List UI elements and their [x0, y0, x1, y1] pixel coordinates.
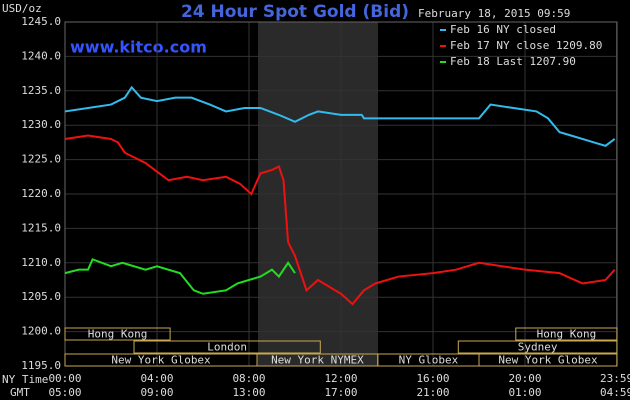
- y-tick-label: 1200.0: [21, 325, 61, 338]
- y-tick-label: 1210.0: [21, 256, 61, 269]
- y-tick-label: 1195.0: [21, 359, 61, 372]
- legend-label: Feb 17 NY close 1209.80: [450, 39, 602, 52]
- y-tick-label: 1220.0: [21, 187, 61, 200]
- x-row-label: GMT: [10, 386, 30, 399]
- legend-label: Feb 18 Last 1207.90: [450, 55, 576, 68]
- y-tick-label: 1215.0: [21, 221, 61, 234]
- x-row-label: NY Time: [2, 373, 48, 386]
- x-tick-label: 12:00: [324, 372, 357, 385]
- session-bar: [515, 327, 618, 341]
- x-tick-label: 20:00: [508, 372, 541, 385]
- y-tick-label: 1225.0: [21, 153, 61, 166]
- session-label: Hong Kong: [88, 328, 148, 341]
- x-tick-label: 23:59: [600, 372, 630, 385]
- session-label: New York NYMEX: [271, 354, 364, 367]
- x-tick-label-gmt: 21:00: [416, 386, 449, 399]
- session-label: Sydney: [518, 341, 558, 354]
- y-tick-label: 1235.0: [21, 84, 61, 97]
- website: www.kitco.com: [70, 38, 207, 57]
- session-label: New York Globex: [498, 354, 598, 367]
- legend-label: Feb 16 NY closed: [450, 23, 556, 36]
- y-tick-label: 1230.0: [21, 118, 61, 131]
- x-tick-label-gmt: 04:59: [600, 386, 630, 399]
- timestamp: February 18, 2015 09:59: [418, 7, 570, 20]
- x-tick-label: 08:00: [232, 372, 265, 385]
- y-tick-label: 1205.0: [21, 290, 61, 303]
- y-tick-label: 1245.0: [21, 15, 61, 28]
- y-tick-label: 1240.0: [21, 49, 61, 62]
- x-tick-label-gmt: 05:00: [48, 386, 81, 399]
- session-label: Hong Kong: [537, 328, 597, 341]
- series-line: [64, 134, 616, 306]
- session-bar: [478, 353, 618, 367]
- x-tick-label-gmt: 01:00: [508, 386, 541, 399]
- session-bar: [457, 340, 618, 354]
- session-label: New York Globex: [111, 354, 211, 367]
- chart-title: 24 Hour Spot Gold (Bid): [181, 2, 409, 22]
- x-tick-label-gmt: 09:00: [140, 386, 173, 399]
- session-bar: [64, 327, 171, 341]
- x-tick-label: 00:00: [48, 372, 81, 385]
- session-label: London: [207, 341, 247, 354]
- x-tick-label: 16:00: [416, 372, 449, 385]
- x-tick-label-gmt: 13:00: [232, 386, 265, 399]
- session-bar: [133, 340, 321, 354]
- series-line: [64, 85, 616, 147]
- session-label: NY Globex: [399, 354, 459, 367]
- x-tick-label: 04:00: [140, 372, 173, 385]
- x-tick-label-gmt: 17:00: [324, 386, 357, 399]
- y-axis-label: USD/oz: [2, 2, 42, 15]
- series-line: [64, 258, 296, 295]
